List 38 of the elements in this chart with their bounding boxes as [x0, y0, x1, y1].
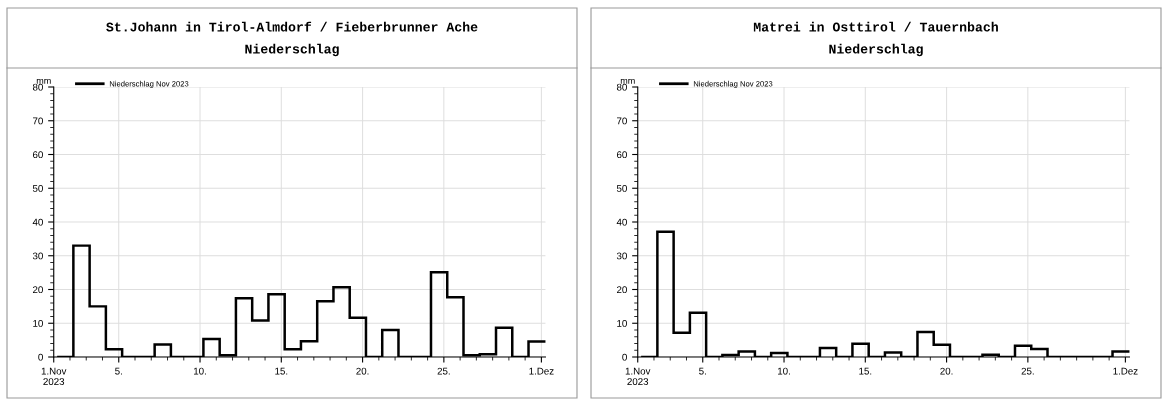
y-tick-label: 10 [617, 319, 627, 327]
chart-subtitle: Niederschlag [245, 43, 339, 57]
y-tick-label: 10 [33, 319, 43, 327]
x-tick-label: 15. [859, 367, 872, 375]
y-tick-label: 30 [32, 252, 43, 260]
y-tick-label: 70 [33, 117, 43, 125]
y-tick-label: 20 [616, 286, 627, 294]
y-tick-label: 20 [32, 286, 43, 294]
x-tick-label: 10. [194, 367, 206, 375]
x-tick-label: 25. [437, 367, 450, 375]
x-tick-label: 1.Dez [529, 367, 554, 375]
chart-title: Matrei in Osttirol / Tauernbach [753, 21, 998, 32]
x-tick-label: 1.Nov 2023 [625, 367, 651, 386]
x-tick-label: 5. [115, 367, 122, 375]
x-tick-label: 5. [699, 367, 706, 375]
y-tick-label: 50 [616, 184, 627, 192]
y-tick-label: 80 [32, 83, 43, 91]
y-axis-title: mm [36, 78, 51, 84]
chart-title: St.Johann in Tirol-Almdorf / Fieberbrunner Ache [106, 21, 478, 32]
y-tick-label: 40 [616, 218, 627, 226]
y-tick-label: 80 [616, 83, 627, 91]
y-tick-label: 70 [617, 117, 627, 125]
x-tick-label: 1.Nov 2023 [41, 367, 67, 386]
x-tick-label: 15. [275, 367, 288, 375]
x-tick-label: 1.Dez [1113, 367, 1138, 375]
x-tick-label: 10. [778, 367, 790, 375]
y-tick-label: 30 [616, 252, 627, 260]
y-axis-title: mm [620, 78, 635, 84]
chart-subtitle: Niederschlag [829, 43, 923, 57]
y-tick-label: 40 [32, 218, 43, 226]
y-tick-label: 0 [622, 353, 627, 361]
x-tick-label: 20. [356, 367, 369, 375]
y-tick-label: 0 [38, 353, 43, 361]
y-tick-label: 50 [32, 184, 43, 192]
y-tick-label: 60 [32, 151, 43, 159]
x-tick-label: 20. [940, 367, 953, 375]
x-tick-label: 25. [1021, 367, 1034, 375]
y-tick-label: 60 [616, 151, 627, 159]
